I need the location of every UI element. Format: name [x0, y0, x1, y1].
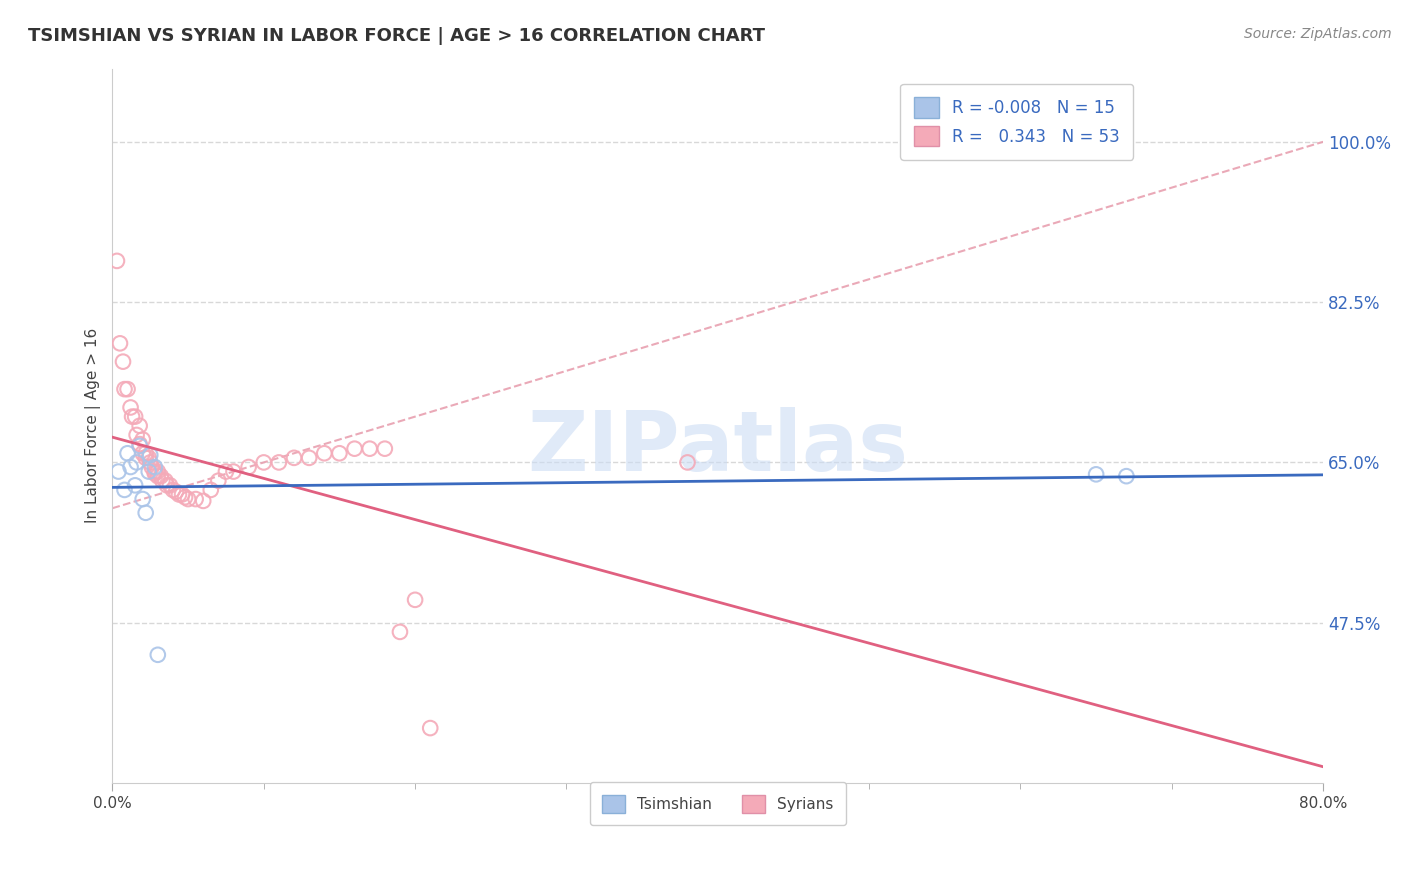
Point [141, 460, 163, 475]
Point [150, 474, 173, 488]
Point [267, 455, 290, 469]
Point [177, 491, 200, 506]
Point [128, 437, 150, 451]
Point [105, 253, 128, 268]
Point [165, 484, 187, 499]
Point [1115, 469, 1137, 483]
Point [343, 442, 366, 456]
Point [207, 474, 229, 488]
Point [149, 469, 172, 483]
Point [128, 439, 150, 453]
Point [419, 721, 441, 735]
Point [222, 465, 245, 479]
Point [143, 465, 166, 479]
Point [120, 401, 142, 415]
Text: Source: ZipAtlas.com: Source: ZipAtlas.com [1244, 27, 1392, 41]
Point [143, 460, 166, 475]
Point [146, 465, 169, 479]
Point [167, 487, 190, 501]
Point [359, 442, 381, 456]
Point [200, 483, 222, 497]
Point [139, 455, 162, 469]
Point [114, 382, 136, 396]
Point [143, 467, 166, 481]
Point [215, 465, 238, 479]
Point [159, 478, 181, 492]
Point [238, 460, 260, 475]
Point [138, 450, 160, 465]
Point [298, 450, 321, 465]
Point [131, 433, 153, 447]
Legend: Tsimshian, Syrians: Tsimshian, Syrians [589, 782, 846, 825]
Point [155, 474, 177, 488]
Point [135, 506, 157, 520]
Point [404, 592, 426, 607]
Point [107, 465, 129, 479]
Point [125, 428, 148, 442]
Point [124, 409, 146, 424]
Point [128, 418, 150, 433]
Point [676, 455, 699, 469]
Point [108, 336, 131, 351]
Point [131, 446, 153, 460]
Point [283, 450, 305, 465]
Y-axis label: In Labor Force | Age > 16: In Labor Force | Age > 16 [86, 328, 101, 524]
Point [184, 491, 207, 506]
Text: ZIPatlas: ZIPatlas [527, 407, 908, 488]
Point [253, 455, 276, 469]
Point [162, 483, 184, 497]
Point [388, 624, 411, 639]
Point [121, 409, 143, 424]
Point [114, 483, 136, 497]
Point [174, 490, 197, 504]
Point [135, 450, 157, 465]
Point [117, 446, 139, 460]
Point [314, 446, 336, 460]
Point [138, 465, 160, 479]
Point [146, 648, 169, 662]
Point [139, 448, 162, 462]
Point [146, 469, 169, 483]
Point [170, 487, 193, 501]
Text: TSIMSHIAN VS SYRIAN IN LABOR FORCE | AGE > 16 CORRELATION CHART: TSIMSHIAN VS SYRIAN IN LABOR FORCE | AGE… [28, 27, 765, 45]
Point [374, 442, 396, 456]
Point [1085, 467, 1108, 482]
Point [135, 446, 157, 460]
Point [111, 354, 134, 368]
Point [131, 491, 153, 506]
Point [193, 494, 215, 508]
Point [156, 478, 179, 492]
Point [124, 478, 146, 492]
Point [125, 455, 148, 469]
Point [328, 446, 350, 460]
Point [120, 460, 142, 475]
Point [117, 382, 139, 396]
